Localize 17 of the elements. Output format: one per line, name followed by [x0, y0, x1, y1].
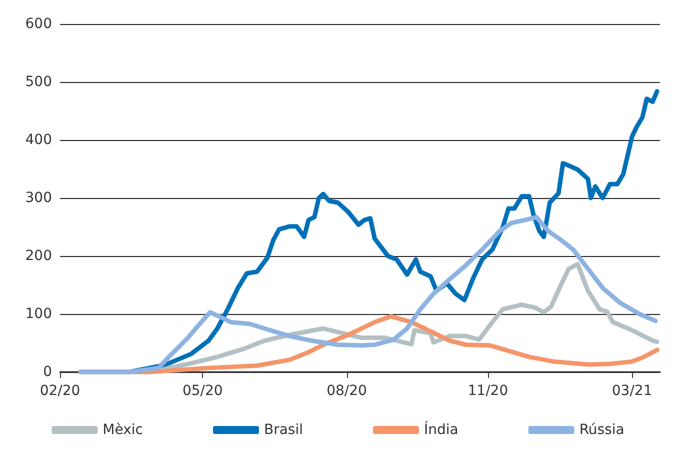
legend-label: Mèxic [102, 422, 143, 438]
y-tick-label: 400 [25, 132, 52, 148]
line-series [78, 214, 658, 374]
x-tick-label: 11/20 [468, 383, 508, 399]
x-tick-label: 03/21 [612, 383, 652, 399]
y-tick-label: 300 [25, 190, 52, 206]
y-tick-label: 100 [25, 306, 52, 322]
legend-label: Índia [424, 421, 458, 438]
y-tick-label: 600 [25, 16, 52, 32]
y-tick-label: 500 [25, 74, 52, 90]
x-tick-label: 02/20 [40, 383, 80, 399]
y-tick-label: 200 [25, 248, 52, 264]
legend-label: Rússia [579, 422, 624, 438]
x-tick-label: 08/20 [326, 383, 367, 399]
y-tick-label: 0 [43, 364, 52, 380]
x-tick-label: 05/20 [182, 383, 223, 399]
legend-label: Brasil [264, 422, 303, 438]
